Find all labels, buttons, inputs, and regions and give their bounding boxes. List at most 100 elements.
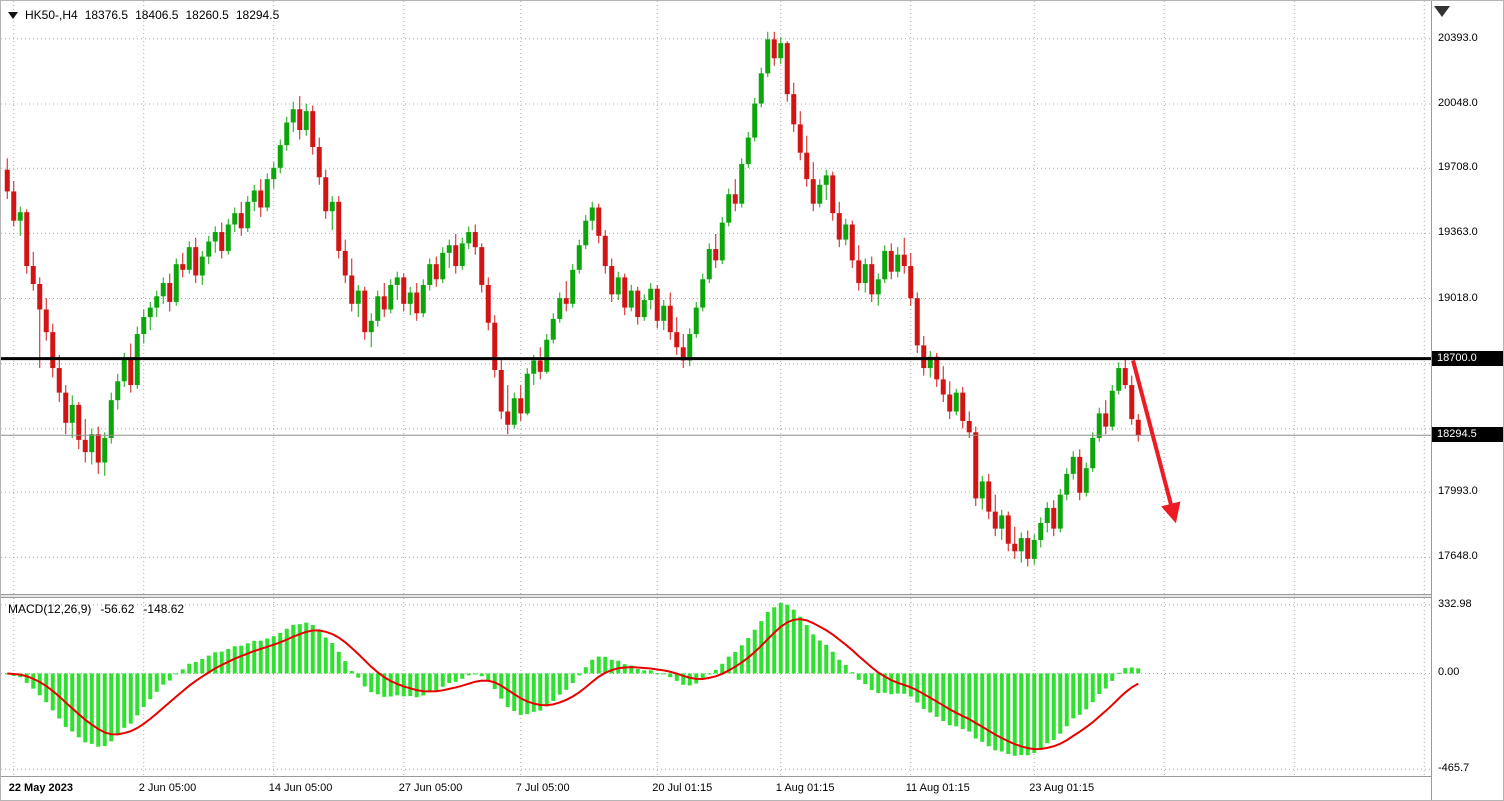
bull-candle [102,438,107,463]
macd-bar [389,673,393,696]
bear-candle [830,175,835,213]
macd-bar [688,673,692,685]
bull-candle [18,212,23,221]
bear-candle [791,94,796,124]
bull-candle [245,202,250,228]
bear-candle [96,434,101,462]
macd-bar [876,673,880,693]
macd-bar [135,673,139,715]
macd-bar [220,652,224,674]
bull-candle [759,73,764,103]
macd-bar [1058,673,1062,733]
macd-main-value: -56.62 [100,602,134,616]
trend-arrow[interactable] [1133,361,1173,514]
macd-bar [142,673,146,707]
time-axis-label: 22 May 2023 [9,782,73,794]
bull-candle [226,224,231,250]
macd-bar [343,661,347,673]
chart-shift-marker-icon[interactable] [1434,6,1450,17]
bull-candle [1045,508,1050,523]
macd-bar [70,673,74,731]
macd-bar [961,673,965,729]
bull-candle [648,289,653,300]
bull-candle [746,138,751,164]
bear-candle [960,393,965,421]
bull-candle [512,398,517,424]
macd-bar [356,673,360,677]
bear-candle [1077,457,1082,493]
macd-bar [740,645,744,673]
bull-candle [1058,495,1063,529]
time-axis-label: 11 Aug 01:15 [906,782,970,794]
bear-candle [967,421,972,432]
bear-candle [941,379,946,394]
price-axis-label: 19708.0 [1438,161,1478,173]
bull-candle [447,245,452,253]
macd-bar [935,673,939,716]
macd-bar [447,673,451,683]
macd-bar [467,673,471,675]
macd-bar [252,641,256,674]
macd-bar [616,661,620,674]
macd-bar [298,624,302,673]
macd-name: MACD(12,26,9) [8,602,91,616]
bear-candle [11,191,16,220]
macd-bar [1032,673,1036,753]
price-chart[interactable] [1,1,1431,594]
macd-bar [597,657,601,674]
price-axis-label: 17993.0 [1438,485,1478,497]
macd-bar [590,660,594,674]
macd-bar [1026,673,1030,755]
macd-bar [928,673,932,712]
macd-bar [909,673,913,696]
macd-bar [844,665,848,674]
macd-bar [181,669,185,673]
macd-bar [532,673,536,711]
macd-bar [837,660,841,674]
macd-bar [109,673,113,741]
macd-bar [1045,673,1049,743]
bull-candle [1019,538,1024,551]
bear-candle [538,361,543,372]
macd-bar [441,673,445,686]
macd-bar [473,673,477,674]
bear-candle [1129,385,1134,419]
bear-candle [837,213,842,239]
macd-grid-group [1,598,1431,776]
bear-candle [1136,420,1141,435]
bear-candle [921,345,926,368]
price-badge: 18294.5 [1432,427,1504,442]
macd-bar [83,673,87,742]
bull-candle [440,253,445,279]
bear-candle [401,277,406,303]
chart-dropdown-icon[interactable] [8,12,18,19]
bear-candle [635,291,640,317]
bear-candle [83,440,88,452]
macd-bar [1130,667,1134,673]
macd-indicator-pane[interactable] [1,598,1431,776]
macd-bar [714,670,718,674]
macd-bar [1110,673,1114,680]
bull-candle [824,175,829,184]
bear-candle [219,232,224,251]
bear-candle [713,249,718,260]
macd-bar [707,673,711,674]
macd-bar [168,673,172,680]
macd-bar [148,673,152,699]
price-axis[interactable]: 20393.020048.019708.019363.019018.017993… [1431,1,1504,801]
bear-candle [915,298,920,345]
macd-bar [103,673,107,746]
time-axis[interactable]: 22 May 20232 Jun 05:0014 Jun 05:0027 Jun… [1,778,1431,801]
bear-candle [486,285,491,323]
macd-bar [987,673,991,746]
bear-candle [1025,538,1030,559]
macd-signal-value: -148.62 [143,602,184,616]
time-axis-label: 7 Jul 05:00 [516,782,570,794]
bull-candle [642,300,647,317]
macd-bar [870,673,874,690]
bull-candle [1038,523,1043,540]
macd-bar [603,657,607,674]
bull-candle [739,164,744,204]
macd-bar [584,667,588,673]
macd-bar [655,673,659,674]
